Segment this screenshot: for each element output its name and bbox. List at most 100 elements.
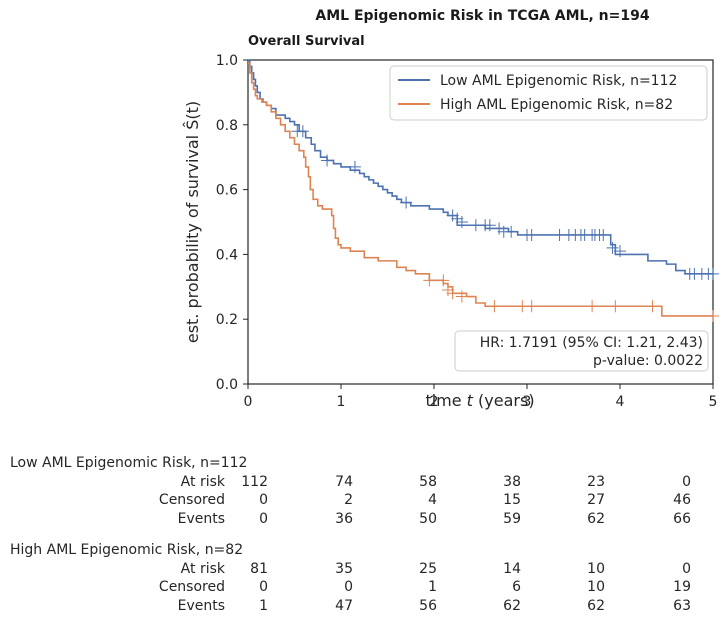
y-tick-label: 0.2 bbox=[216, 312, 238, 328]
risk-table-cell: 0 bbox=[344, 579, 353, 595]
censor-mark bbox=[446, 209, 459, 222]
censor-mark bbox=[614, 245, 626, 258]
risk-table-row-label: Events bbox=[177, 510, 225, 527]
risk-table-cell: 50 bbox=[419, 510, 437, 527]
risk-table-cell: 10 bbox=[587, 579, 605, 595]
censor-mark bbox=[606, 241, 619, 254]
censor-mark bbox=[525, 300, 538, 313]
risk-table-row-label: Censored bbox=[158, 492, 225, 508]
censor-mark bbox=[321, 154, 334, 167]
censor-mark bbox=[586, 300, 599, 313]
legend: Low AML Epigenomic Risk, n=112 High AML … bbox=[389, 65, 708, 121]
risk-table-cell: 66 bbox=[673, 510, 691, 527]
stats-box bbox=[454, 330, 709, 372]
risk-table-cell: 27 bbox=[587, 492, 605, 508]
censor-mark bbox=[493, 222, 506, 235]
stats-annotation: HR: 1.7191 (95% CI: 1.21, 2.43) p-value:… bbox=[454, 330, 709, 372]
risk-table-cell: 4 bbox=[428, 492, 437, 508]
risk-table-cell: 36 bbox=[335, 510, 353, 527]
x-axis-label-pre: time bbox=[425, 391, 466, 410]
censor-mark bbox=[423, 274, 436, 287]
risk-table-cell: 15 bbox=[503, 492, 521, 508]
risk-table-group-title: High AML Epigenomic Risk, n=82 bbox=[10, 542, 244, 558]
risk-table-cell: 35 bbox=[335, 560, 353, 577]
legend-frame bbox=[389, 65, 708, 121]
series-layer bbox=[248, 59, 719, 322]
risk-table-cell: 63 bbox=[673, 597, 691, 614]
censor-mark bbox=[441, 284, 454, 297]
x-axis-label: time t (years) bbox=[425, 391, 534, 410]
censor-mark bbox=[446, 287, 459, 300]
censor-mark bbox=[451, 212, 464, 225]
censor-mark bbox=[525, 228, 538, 241]
risk-table-row-label: Censored bbox=[158, 579, 225, 595]
censor-mark bbox=[707, 309, 719, 322]
risk-table-cell: 0 bbox=[259, 579, 268, 595]
risk-table-cell: 2 bbox=[344, 492, 353, 508]
risk-table-cell: 59 bbox=[503, 510, 521, 527]
censor-mark bbox=[609, 300, 622, 313]
censor-mark bbox=[597, 228, 610, 241]
risk-table-row-label: At risk bbox=[180, 473, 225, 490]
stats-pvalue: p-value: 0.0022 bbox=[593, 353, 703, 369]
risk-table-cell: 0 bbox=[682, 473, 691, 490]
risk-table-group-title: Low AML Epigenomic Risk, n=112 bbox=[10, 455, 248, 471]
censor-mark bbox=[400, 196, 413, 209]
x-tick-label: 4 bbox=[616, 394, 625, 410]
risk-table-cell: 6 bbox=[512, 579, 521, 595]
risk-table-cell: 81 bbox=[250, 560, 268, 577]
risk-table-row-label: At risk bbox=[180, 560, 225, 577]
y-tick-label: 0.0 bbox=[216, 377, 238, 393]
risk-table-cell: 62 bbox=[587, 597, 605, 614]
y-tick-label: 0.8 bbox=[216, 118, 238, 134]
censor-mark bbox=[455, 216, 468, 228]
x-tick-label: 2 bbox=[430, 394, 439, 410]
censor-mark bbox=[437, 274, 450, 287]
y-tick-label: 0.4 bbox=[216, 247, 238, 263]
risk-table-cell: 56 bbox=[419, 597, 437, 614]
y-tick-label: 1.0 bbox=[216, 53, 238, 69]
censor-mark bbox=[646, 300, 659, 313]
risk-table-cell: 0 bbox=[259, 510, 268, 527]
y-tick-label: 0.6 bbox=[216, 183, 238, 199]
risk-table-cell: 0 bbox=[259, 492, 268, 508]
risk-table-cell: 47 bbox=[335, 597, 353, 614]
risk-table-cell: 62 bbox=[503, 597, 521, 614]
stats-hr: HR: 1.7191 (95% CI: 1.21, 2.43) bbox=[480, 335, 703, 351]
risk-table-cell: 58 bbox=[419, 473, 437, 490]
chart-subtitle: Overall Survival bbox=[248, 34, 365, 49]
x-axis-label-post: (years) bbox=[473, 391, 535, 410]
risk-table-cell: 38 bbox=[503, 473, 521, 490]
x-tick-label: 0 bbox=[244, 394, 253, 410]
censor-mark bbox=[348, 160, 361, 173]
x-axis-label-var: t bbox=[467, 391, 474, 410]
risk-table-cell: 14 bbox=[503, 560, 521, 577]
censor-mark bbox=[455, 290, 468, 303]
censor-mark bbox=[296, 125, 309, 138]
chart-suptitle: AML Epigenomic Risk in TCGA AML, n=194 bbox=[315, 8, 650, 24]
risk-table-cell: 25 bbox=[419, 560, 437, 577]
censor-mark bbox=[505, 225, 518, 238]
censor-mark bbox=[707, 267, 719, 280]
risk-table-cell: 23 bbox=[587, 473, 605, 490]
x-tick-label: 5 bbox=[709, 394, 718, 410]
risk-table-cell: 74 bbox=[335, 473, 353, 490]
risk-table-row-label: Events bbox=[177, 597, 225, 614]
risk-table-cell: 1 bbox=[259, 597, 268, 614]
risk-table-cell: 62 bbox=[587, 510, 605, 527]
risk-table-cell: 46 bbox=[673, 492, 691, 508]
x-tick-label: 1 bbox=[337, 394, 346, 410]
y-axis-label: est. probability of survival Ŝ(t) bbox=[183, 101, 202, 343]
risk-table-cell: 1 bbox=[428, 579, 437, 595]
risk-table-cell: 19 bbox=[673, 579, 691, 595]
censor-mark bbox=[488, 300, 501, 313]
legend-label-high: High AML Epigenomic Risk, n=82 bbox=[440, 97, 673, 113]
legend-label-low: Low AML Epigenomic Risk, n=112 bbox=[440, 73, 677, 89]
risk-table-cell: 0 bbox=[682, 560, 691, 577]
censor-mark bbox=[483, 219, 496, 232]
risk-table-cell: 10 bbox=[587, 560, 605, 577]
risk-table-cell: 112 bbox=[241, 473, 268, 490]
axes-layer: 0 1 2 3 4 5 0.0 0.2 0.4 0.6 0.8 1.0 bbox=[216, 53, 718, 410]
x-tick-label: 3 bbox=[523, 394, 532, 410]
